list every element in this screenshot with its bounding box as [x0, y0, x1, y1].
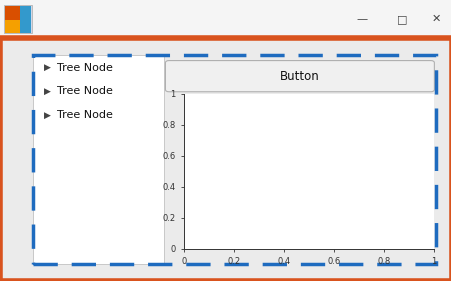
Bar: [5, 21, 20, 33]
Text: ▶: ▶: [44, 111, 51, 120]
Bar: [5, 6, 20, 21]
Bar: [20, 6, 31, 33]
Bar: [4, 5, 32, 33]
Bar: [0, 38, 451, 281]
Bar: [32, 55, 435, 264]
Text: Button: Button: [280, 70, 319, 83]
Bar: [0, 38, 451, 281]
Bar: [0, 0, 451, 38]
Text: □: □: [396, 14, 407, 24]
Text: ▶: ▶: [44, 63, 51, 72]
Text: ▶: ▶: [44, 87, 51, 96]
Text: —: —: [355, 14, 366, 24]
Text: Tree Node: Tree Node: [57, 110, 113, 120]
FancyBboxPatch shape: [165, 61, 433, 92]
Text: Tree Node: Tree Node: [57, 87, 113, 96]
Bar: [32, 55, 163, 264]
Text: Tree Node: Tree Node: [57, 63, 113, 72]
Text: ✕: ✕: [431, 14, 440, 24]
